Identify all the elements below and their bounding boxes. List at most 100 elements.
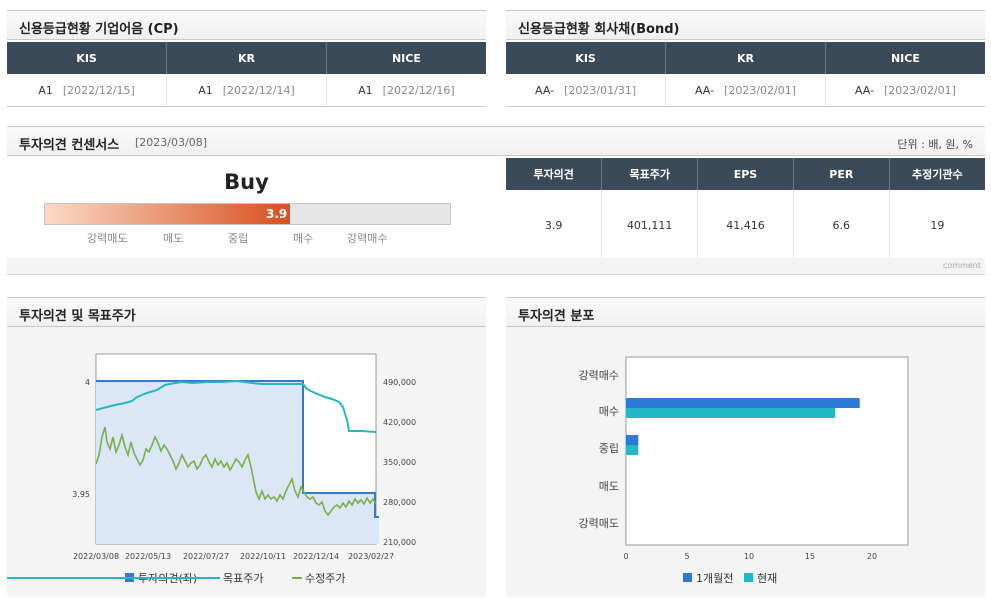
cp-cell-kis: A1 [2022/12/15] <box>7 74 168 107</box>
price-chart-title: 투자의견 및 목표주가 <box>19 309 136 324</box>
opinion-area <box>96 381 379 544</box>
dist-x-tick-0: 0 <box>623 552 628 561</box>
cp-cell-kr: A1 [2022/12/14] <box>166 74 327 107</box>
scale-hold: 중립 <box>228 232 249 245</box>
consensus-value-eps: 41,416 <box>697 190 794 261</box>
dist-chart-title: 투자의견 분포 <box>518 309 595 324</box>
consensus-unit: 단위 : 배, 원, % <box>897 138 973 151</box>
legend-now-swatch <box>744 573 753 582</box>
x-tick-0: 2022/03/08 <box>73 552 119 561</box>
cp-cell-nice: A1 [2022/12/16] <box>326 74 486 107</box>
dist-chart-header: 투자의견 분포 <box>506 297 985 327</box>
consensus-header-opinion: 투자의견 <box>506 158 603 190</box>
dist-cat-buy: 매수 <box>599 405 619 418</box>
consensus-table: 투자의견 목표주가 EPS PER 추정기관수 3.9 401,111 41,4… <box>506 158 985 261</box>
dist-x-tick-15: 15 <box>805 552 815 561</box>
consensus-header-target: 목표주가 <box>601 158 699 190</box>
cp-header-kr: KR <box>166 42 327 74</box>
bond-date-kis: [2023/01/31] <box>564 83 637 97</box>
price-x-axis: 2022/03/08 2022/05/13 2022/07/27 2022/10… <box>73 552 394 561</box>
bond-header-kr: KR <box>665 42 826 74</box>
price-left-axis: 4 3.95 <box>72 378 90 499</box>
price-chart-svg: 4 3.95 490,000 420,000 350,000 280,000 2… <box>7 353 416 585</box>
cp-header-nice: NICE <box>326 42 486 74</box>
cp-date-nice: [2022/12/16] <box>382 83 455 97</box>
consensus-scale: 강력매도 매도 중립 매수 강력매수 <box>77 230 427 246</box>
dist-plot-frame <box>625 356 909 546</box>
consensus-value-target: 401,111 <box>601 190 699 261</box>
dist-x-tick-20: 20 <box>867 552 877 561</box>
consensus-gauge-fill <box>45 204 290 224</box>
dist-cat-sell: 매도 <box>599 480 619 493</box>
opinion-line <box>96 380 379 518</box>
price-chart-container: 4 3.95 490,000 420,000 350,000 280,000 2… <box>7 327 486 597</box>
price-legend: 투자의견(좌) 목표주가 수정주가 <box>7 572 345 585</box>
dist-bars <box>626 398 860 455</box>
dist-chart-svg: 강력매수 매수 중립 매도 강력매도 0 5 10 15 20 1개월전 현재 <box>579 356 909 585</box>
consensus-opinion-label: Buy <box>224 170 269 194</box>
right-tick-420000: 420,000 <box>383 418 416 427</box>
bond-date-nice: [2023/02/01] <box>883 83 956 97</box>
dist-y-axis: 강력매수 매수 중립 매도 강력매도 <box>579 369 619 530</box>
price-chart-header: 투자의견 및 목표주가 <box>7 297 486 327</box>
x-tick-4: 2022/12/14 <box>293 552 339 561</box>
bond-title: 신용등급현황 회사채(Bond) <box>518 22 680 37</box>
dist-cat-strong-buy: 강력매수 <box>579 369 619 382</box>
bond-rating-table: KIS KR NICE AA- [2023/01/31] AA- [2023/02/… <box>506 42 985 107</box>
right-tick-350000: 350,000 <box>383 458 416 467</box>
scale-buy: 매수 <box>293 232 314 245</box>
bond-cell-nice: AA- [2023/02/01] <box>825 74 985 107</box>
dist-bar-now-1 <box>626 408 836 418</box>
left-tick-4: 4 <box>85 378 90 387</box>
dist-cat-strong-sell: 강력매도 <box>579 517 619 530</box>
cp-grade-kr: A1 <box>198 83 213 97</box>
legend-target: 목표주가 <box>223 572 263 585</box>
dist-legend: 1개월전 현재 <box>683 572 777 585</box>
consensus-value-per: 6.6 <box>793 190 890 261</box>
right-tick-280000: 280,000 <box>383 498 416 507</box>
consensus-value-count: 19 <box>889 190 985 261</box>
scale-strong-buy: 강력매수 <box>347 232 388 245</box>
bond-cell-kr: AA- [2023/02/01] <box>665 74 826 107</box>
bond-header-kis: KIS <box>506 42 667 74</box>
consensus-header-count: 추정기관수 <box>889 158 985 190</box>
cp-title: 신용등급현황 기업어음 (CP) <box>19 22 179 37</box>
x-tick-3: 2022/10/11 <box>240 552 286 561</box>
dist-chart-container: 강력매수 매수 중립 매도 강력매도 0 5 10 15 20 1개월전 현재 <box>506 327 985 597</box>
dist-cat-hold: 중립 <box>599 442 619 455</box>
bond-cell-kis: AA- [2023/01/31] <box>506 74 667 107</box>
cp-panel-header: 신용등급현황 기업어음 (CP) <box>7 10 486 40</box>
consensus-header-per: PER <box>793 158 890 190</box>
legend-prev: 1개월전 <box>696 572 733 585</box>
target-price-line <box>95 379 377 433</box>
price-right-axis: 490,000 420,000 350,000 280,000 210,000 <box>383 378 416 547</box>
dist-bar-prev-2 <box>626 435 639 445</box>
cp-date-kr: [2022/12/14] <box>222 83 295 97</box>
consensus-title: 투자의견 컨센서스 <box>19 138 120 153</box>
cp-grade-nice: A1 <box>358 83 373 97</box>
consensus-bottom-strip <box>7 258 985 275</box>
bond-header-nice: NICE <box>825 42 985 74</box>
right-tick-490000: 490,000 <box>383 378 416 387</box>
legend-prev-swatch <box>683 573 692 582</box>
consensus-score: 3.9 <box>266 207 288 221</box>
scale-sell: 매도 <box>163 232 184 245</box>
dist-x-tick-10: 10 <box>744 552 754 561</box>
x-tick-2: 2022/07/27 <box>183 552 229 561</box>
left-tick-3-95: 3.95 <box>72 490 90 499</box>
right-tick-210000: 210,000 <box>383 538 416 547</box>
consensus-header-eps: EPS <box>697 158 794 190</box>
x-tick-5: 2023/02/27 <box>348 552 394 561</box>
dist-x-axis: 0 5 10 15 20 <box>623 552 877 561</box>
cp-header-kis: KIS <box>7 42 168 74</box>
cp-date-kis: [2022/12/15] <box>62 83 135 97</box>
x-tick-1: 2022/05/13 <box>125 552 171 561</box>
consensus-gauge: Buy 3.9 강력매도 매도 중립 매수 강력매수 <box>7 158 486 258</box>
consensus-value-opinion: 3.9 <box>506 190 603 261</box>
dist-bar-now-2 <box>626 445 639 455</box>
comment-link[interactable]: comment <box>942 261 981 270</box>
dist-x-tick-5: 5 <box>684 552 689 561</box>
cp-grade-kis: A1 <box>38 83 53 97</box>
scale-strong-sell: 강력매도 <box>87 232 128 245</box>
consensus-date: [2023/03/08] <box>135 136 207 149</box>
